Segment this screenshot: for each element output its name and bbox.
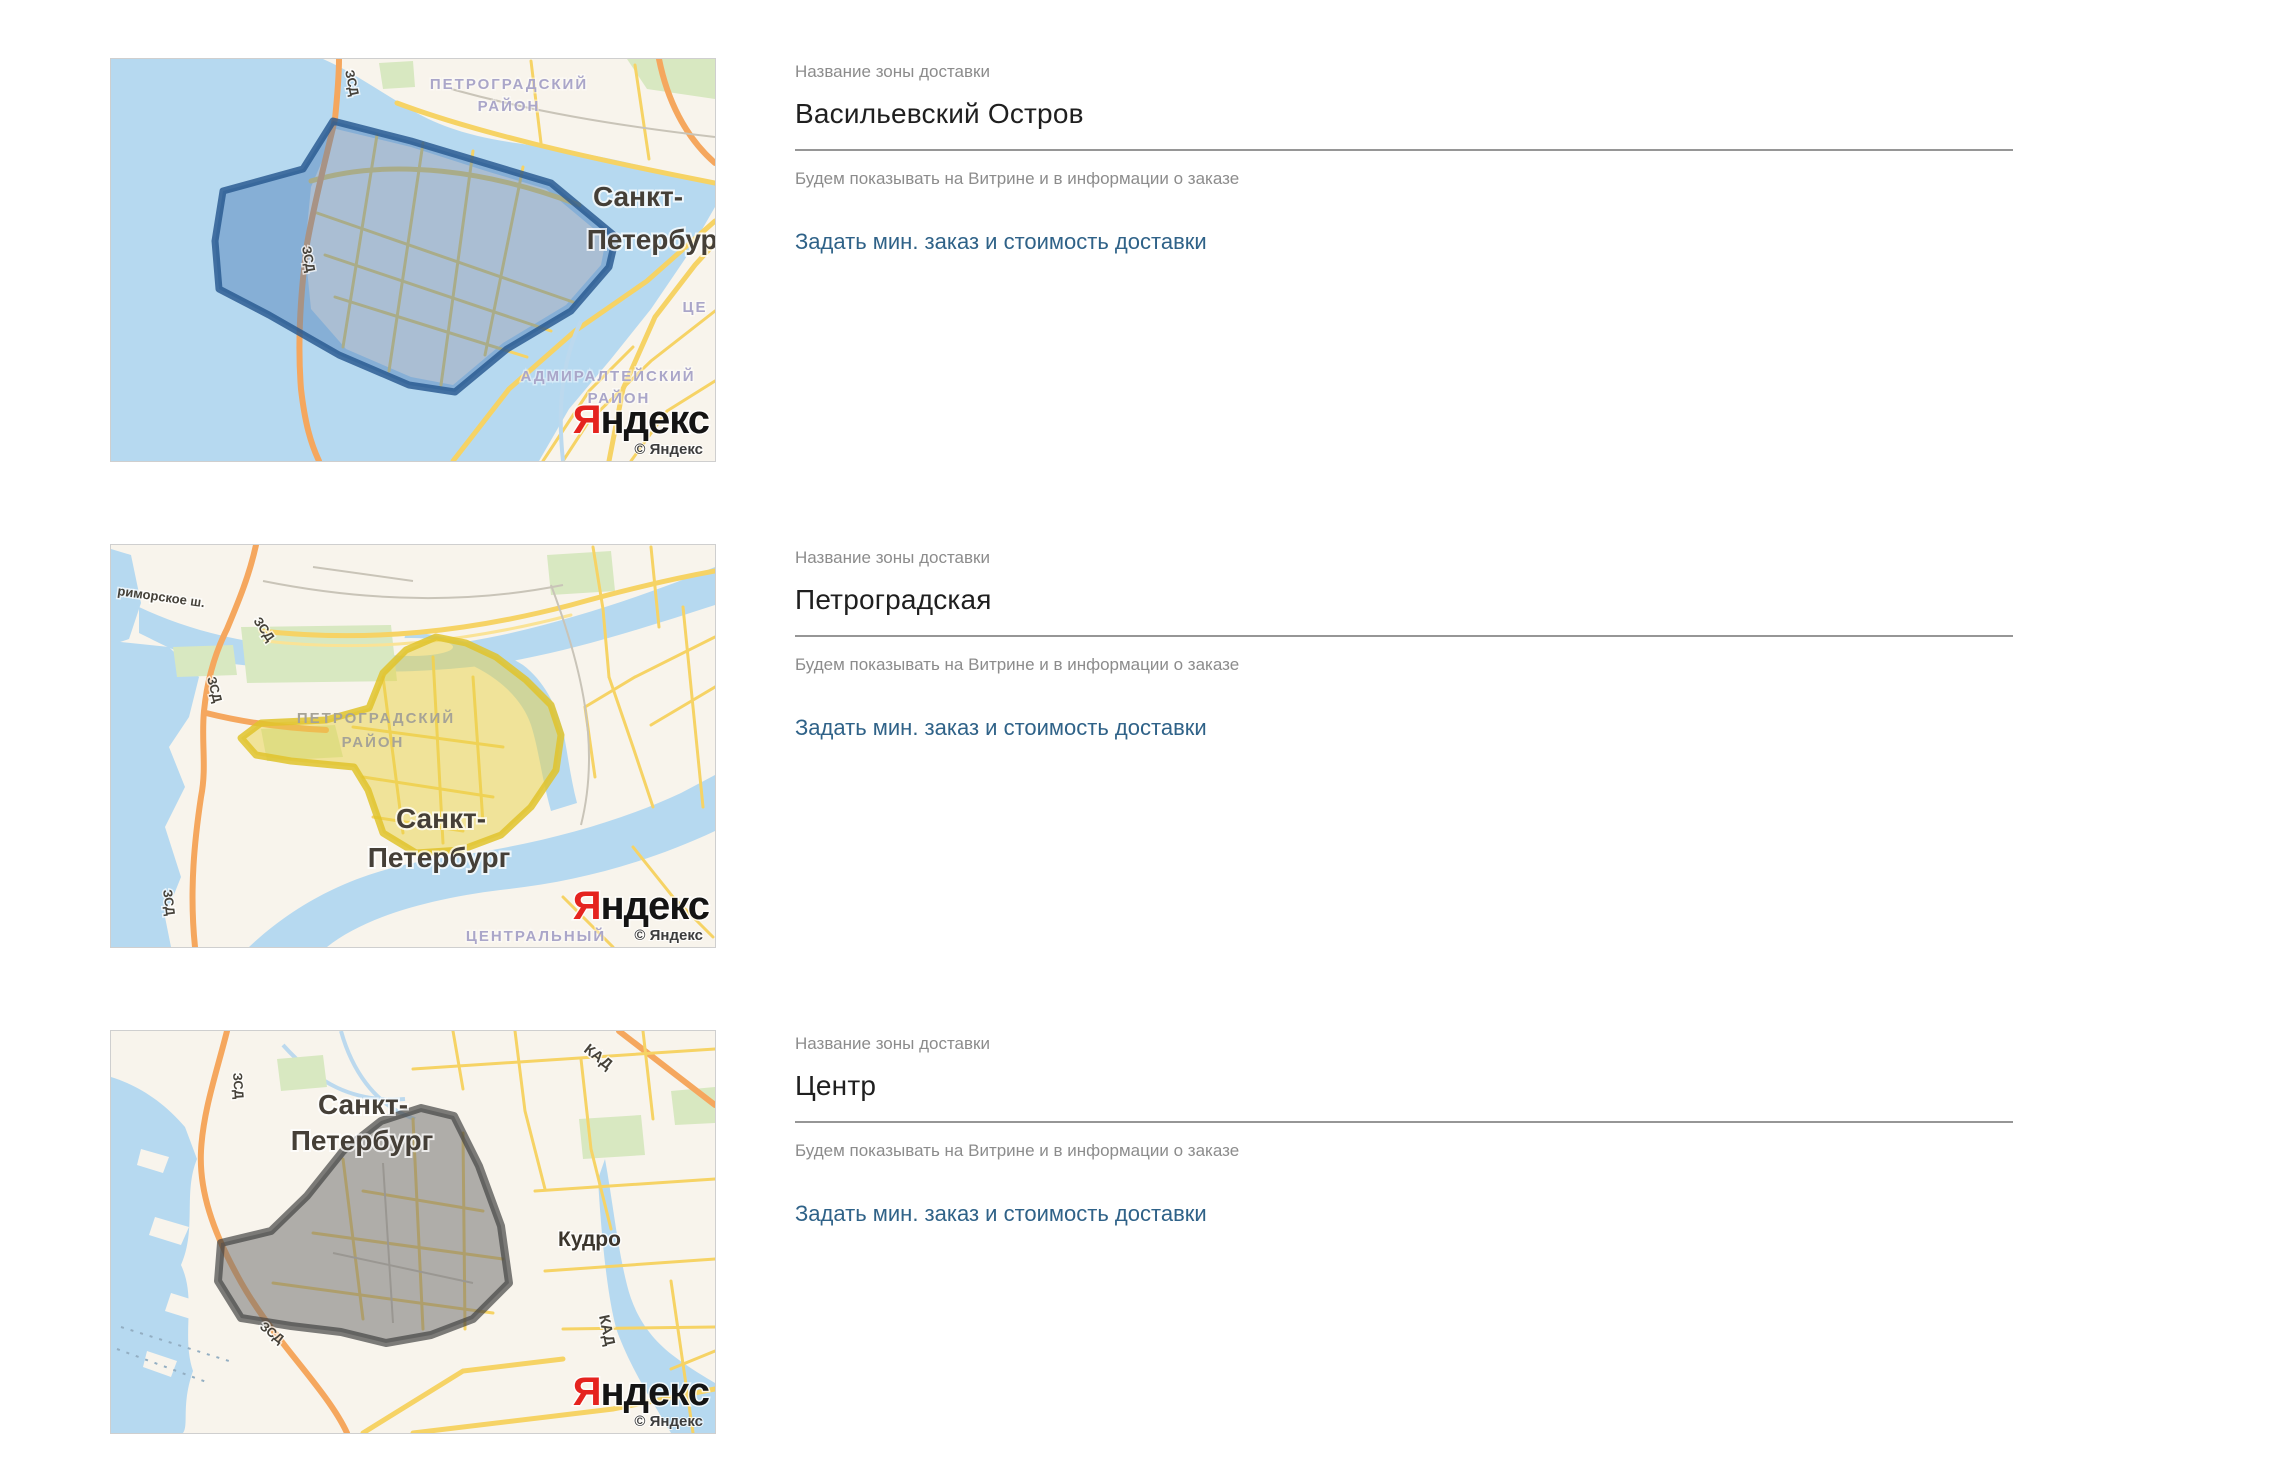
zone-form: Название зоны доставки Петроградская Буд… <box>795 544 2013 742</box>
city-label: Петербург <box>291 1125 434 1156</box>
district-label: РАЙОН <box>342 733 405 751</box>
yandex-copyright: © Яндекс <box>634 1413 703 1430</box>
map-pier <box>165 1293 203 1321</box>
map-pier <box>143 1351 177 1377</box>
yandex-logo-rest: ндекс <box>600 1370 709 1414</box>
road-label-zsd: ЗСД <box>230 1072 247 1100</box>
set-min-order-link[interactable]: Задать мин. заказ и стоимость доставки <box>795 229 1207 254</box>
road-label-zsd: ЗСД <box>299 245 318 274</box>
input-underline <box>795 149 2013 151</box>
map-land-north <box>323 59 715 185</box>
delivery-zone-polygon <box>211 117 620 396</box>
city-label: Петербург <box>587 224 715 255</box>
map-park <box>579 1115 645 1159</box>
city-label: Петербург <box>368 842 511 873</box>
zone-name-value: Петроградская <box>795 584 992 615</box>
district-label: АДМИРАЛТЕЙСКИЙ <box>520 367 695 385</box>
map-park <box>379 61 415 89</box>
city-label: Санкт- <box>396 803 486 834</box>
ferry-line <box>116 1348 210 1384</box>
district-label: РАЙОН <box>588 389 651 407</box>
set-min-order-link[interactable]: Задать мин. заказ и стоимость доставки <box>795 1201 1207 1226</box>
zone-name-input[interactable]: Центр <box>795 1069 2013 1123</box>
delivery-zone-polygon <box>237 633 565 857</box>
delivery-zone-card: ПЕТРОГРАДСКИЙ РАЙОН ЗСД ЗСД Санкт- Петер… <box>110 58 2292 462</box>
map-water <box>111 641 199 947</box>
map-park <box>173 645 237 677</box>
zone-map-svg: ПЕТРОГРАДСКИЙ РАЙОН ЗСД ЗСД Санкт- Петер… <box>111 59 715 461</box>
yandex-logo-rest: ндекс <box>600 884 709 928</box>
yandex-logo-rest: ндекс <box>600 398 709 442</box>
zone-map-thumbnail[interactable]: риморское ш. ЗСД ЗСД ЗСД ПЕТРОГРАДСКИЙ Р… <box>110 544 716 948</box>
yandex-logo-ya: Я <box>573 1370 601 1414</box>
zone-name-input[interactable]: Петроградская <box>795 583 2013 637</box>
zone-map-svg: ЗСД ЗСД Санкт- Петербург КАД КАД Кудро Я… <box>111 1031 715 1433</box>
map-pier <box>137 1149 169 1173</box>
delivery-zone-polygon <box>214 1104 513 1347</box>
map-water <box>598 1159 715 1433</box>
yandex-logo-ya: Я <box>573 884 601 928</box>
map-water <box>111 1077 197 1433</box>
zone-map-thumbnail[interactable]: ПЕТРОГРАДСКИЙ РАЙОН ЗСД ЗСД Санкт- Петер… <box>110 58 716 462</box>
zone-name-label: Название зоны доставки <box>795 548 990 567</box>
map-park <box>241 625 397 683</box>
yandex-logo-ya: Я <box>573 398 601 442</box>
yandex-logo: Яндекс <box>573 1370 710 1414</box>
zone-map-thumbnail[interactable]: ЗСД ЗСД Санкт- Петербург КАД КАД Кудро Я… <box>110 1030 716 1434</box>
zone-map-svg: риморское ш. ЗСД ЗСД ЗСД ПЕТРОГРАДСКИЙ Р… <box>111 545 715 947</box>
town-label: Кудро <box>558 1228 621 1251</box>
zone-name-input[interactable]: Васильевский Остров <box>795 97 2013 151</box>
yandex-copyright: © Яндекс <box>634 441 703 458</box>
input-underline <box>795 635 2013 637</box>
city-label: Санкт- <box>593 181 683 212</box>
map-park <box>671 1087 715 1125</box>
district-label: ЦЕНТРАЛЬНЫЙ <box>466 927 606 945</box>
zone-helper-text: Будем показывать на Витрине и в информац… <box>795 1141 1240 1160</box>
yandex-logo: Яндекс <box>573 884 710 928</box>
map-water <box>111 549 141 645</box>
road-label-zsd: ЗСД <box>342 69 362 99</box>
input-underline <box>795 1121 2013 1123</box>
zone-form: Название зоны доставки Центр Будем показ… <box>795 1030 2013 1228</box>
zone-helper-text: Будем показывать на Витрине и в информац… <box>795 169 1240 188</box>
zone-name-label: Название зоны доставки <box>795 1034 990 1053</box>
map-park <box>627 59 715 99</box>
map-water <box>249 775 715 947</box>
map-water <box>403 631 577 811</box>
district-label: ПЕТРОГРАДСКИЙ <box>297 709 455 727</box>
map-island <box>305 129 606 385</box>
city-label: Санкт- <box>318 1089 408 1120</box>
zone-name-value: Центр <box>795 1070 877 1101</box>
set-min-order-link[interactable]: Задать мин. заказ и стоимость доставки <box>795 715 1207 740</box>
yandex-logo: Яндекс <box>573 398 710 442</box>
yandex-copyright: © Яндекс <box>634 927 703 944</box>
district-label: ПЕТРОГРАДСКИЙ <box>430 75 588 93</box>
delivery-zone-card: ЗСД ЗСД Санкт- Петербург КАД КАД Кудро Я… <box>110 1030 2292 1434</box>
map-park <box>547 551 615 595</box>
map-park <box>277 1055 327 1091</box>
zone-name-label: Название зоны доставки <box>795 62 990 81</box>
map-pier <box>149 1217 189 1245</box>
zone-helper-text: Будем показывать на Витрине и в информац… <box>795 655 1240 674</box>
road-label-zsd: ЗСД <box>160 889 178 918</box>
delivery-zone-card: риморское ш. ЗСД ЗСД ЗСД ПЕТРОГРАДСКИЙ Р… <box>110 544 2292 948</box>
district-label-clipped: ЦЕ <box>683 299 708 316</box>
zone-name-value: Васильевский Остров <box>795 98 1084 129</box>
district-label: РАЙОН <box>478 97 541 115</box>
zone-form: Название зоны доставки Васильевский Остр… <box>795 58 2013 256</box>
